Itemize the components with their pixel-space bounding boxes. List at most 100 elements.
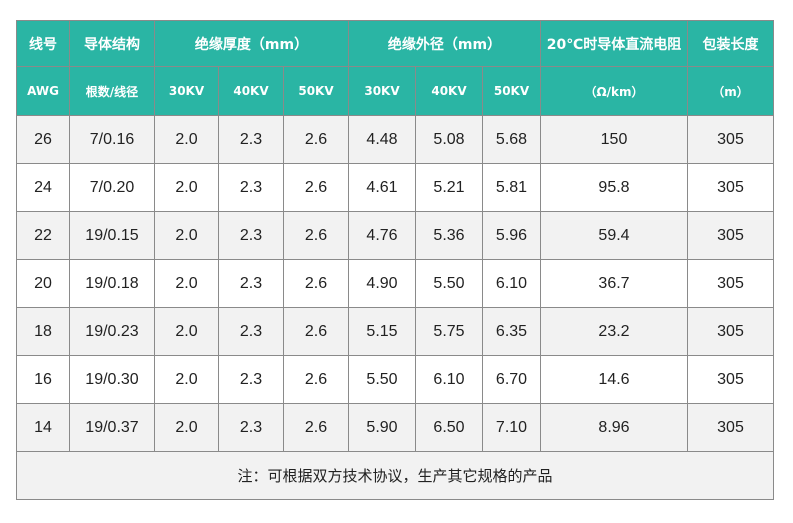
header-thickness-40kv: 40KV [218, 66, 284, 116]
cell-structure: 7/0.16 [69, 115, 155, 164]
table-body: 26 7/0.16 2.0 2.3 2.6 4.48 5.08 5.68 150 305 24 7/0… [16, 115, 774, 452]
cell-od-50kv: 5.81 [482, 163, 541, 212]
cell-thickness-30kv: 2.0 [154, 163, 219, 212]
cell-structure: 19/0.23 [69, 307, 155, 356]
table-row: 16 19/0.30 2.0 2.3 2.6 5.50 6.10 6.70 14.6 305 [16, 355, 774, 404]
table-row: 24 7/0.20 2.0 2.3 2.6 4.61 5.21 5.81 95.8 305 [16, 163, 774, 212]
cell-thickness-30kv: 2.0 [154, 403, 219, 452]
cell-thickness-50kv: 2.6 [283, 403, 349, 452]
cell-od-40kv: 6.10 [415, 355, 483, 404]
header-thickness-30kv: 30KV [154, 66, 219, 116]
cell-od-30kv: 5.15 [348, 307, 416, 356]
cell-od-40kv: 5.36 [415, 211, 483, 260]
cell-od-30kv: 5.90 [348, 403, 416, 452]
cell-od-30kv: 4.76 [348, 211, 416, 260]
cell-package-length: 305 [687, 307, 774, 356]
cell-resistance: 95.8 [540, 163, 688, 212]
cell-thickness-50kv: 2.6 [283, 355, 349, 404]
cell-od-50kv: 6.35 [482, 307, 541, 356]
cell-resistance: 23.2 [540, 307, 688, 356]
cell-awg: 18 [16, 307, 70, 356]
cell-resistance: 8.96 [540, 403, 688, 452]
table-row: 14 19/0.37 2.0 2.3 2.6 5.90 6.50 7.10 8.96 305 [16, 403, 774, 452]
table-row: 20 19/0.18 2.0 2.3 2.6 4.90 5.50 6.10 36.7 305 [16, 259, 774, 308]
cell-awg: 26 [16, 115, 70, 164]
cell-structure: 19/0.37 [69, 403, 155, 452]
cell-od-50kv: 5.96 [482, 211, 541, 260]
cell-thickness-40kv: 2.3 [218, 211, 284, 260]
cell-thickness-30kv: 2.0 [154, 355, 219, 404]
cell-thickness-50kv: 2.6 [283, 211, 349, 260]
header-thickness-50kv: 50KV [283, 66, 349, 116]
cell-thickness-40kv: 2.3 [218, 403, 284, 452]
cell-thickness-30kv: 2.0 [154, 307, 219, 356]
header-length-unit: （m） [687, 66, 774, 116]
cell-od-40kv: 5.75 [415, 307, 483, 356]
header-od-30kv: 30KV [348, 66, 416, 116]
footer-note: 注：可根据双方技术协议，生产其它规格的产品 [16, 451, 774, 500]
cell-thickness-50kv: 2.6 [283, 307, 349, 356]
header-insulation-thickness: 绝缘厚度（mm） [154, 20, 349, 67]
cell-od-40kv: 6.50 [415, 403, 483, 452]
header-resistance-unit: （Ω/km） [540, 66, 688, 116]
cell-package-length: 305 [687, 163, 774, 212]
cell-thickness-50kv: 2.6 [283, 259, 349, 308]
cell-od-30kv: 4.90 [348, 259, 416, 308]
spec-table-container: 线号 导体结构 绝缘厚度（mm） 绝缘外径（mm） 20℃时导体直流电阻 包装长… [16, 20, 774, 500]
header-row-primary: 线号 导体结构 绝缘厚度（mm） 绝缘外径（mm） 20℃时导体直流电阻 包装长… [16, 20, 774, 67]
cell-thickness-30kv: 2.0 [154, 259, 219, 308]
cable-spec-table: 线号 导体结构 绝缘厚度（mm） 绝缘外径（mm） 20℃时导体直流电阻 包装长… [16, 20, 774, 500]
cell-awg: 20 [16, 259, 70, 308]
cell-thickness-30kv: 2.0 [154, 211, 219, 260]
cell-awg: 16 [16, 355, 70, 404]
cell-thickness-50kv: 2.6 [283, 115, 349, 164]
cell-thickness-40kv: 2.3 [218, 115, 284, 164]
header-package-length: 包装长度 [687, 20, 774, 67]
cell-awg: 14 [16, 403, 70, 452]
cell-od-40kv: 5.08 [415, 115, 483, 164]
cell-resistance: 14.6 [540, 355, 688, 404]
table-row: 26 7/0.16 2.0 2.3 2.6 4.48 5.08 5.68 150 305 [16, 115, 774, 164]
cell-od-30kv: 4.48 [348, 115, 416, 164]
header-strand-diameter: 根数/线径 [69, 66, 155, 116]
header-gauge: 线号 [16, 20, 70, 67]
cell-thickness-40kv: 2.3 [218, 163, 284, 212]
cell-od-30kv: 5.50 [348, 355, 416, 404]
table-row: 22 19/0.15 2.0 2.3 2.6 4.76 5.36 5.96 59.4 305 [16, 211, 774, 260]
cell-structure: 7/0.20 [69, 163, 155, 212]
cell-resistance: 59.4 [540, 211, 688, 260]
cell-od-50kv: 7.10 [482, 403, 541, 452]
cell-awg: 22 [16, 211, 70, 260]
cell-thickness-40kv: 2.3 [218, 307, 284, 356]
cell-thickness-40kv: 2.3 [218, 259, 284, 308]
header-od-50kv: 50KV [482, 66, 541, 116]
cell-structure: 19/0.15 [69, 211, 155, 260]
cell-od-40kv: 5.21 [415, 163, 483, 212]
cell-od-50kv: 6.70 [482, 355, 541, 404]
cell-thickness-50kv: 2.6 [283, 163, 349, 212]
cell-awg: 24 [16, 163, 70, 212]
cell-package-length: 305 [687, 259, 774, 308]
table-row: 18 19/0.23 2.0 2.3 2.6 5.15 5.75 6.35 23.2 305 [16, 307, 774, 356]
cell-od-30kv: 4.61 [348, 163, 416, 212]
cell-package-length: 305 [687, 355, 774, 404]
cell-thickness-30kv: 2.0 [154, 115, 219, 164]
cell-od-40kv: 5.50 [415, 259, 483, 308]
cell-od-50kv: 5.68 [482, 115, 541, 164]
header-row-secondary: AWG 根数/线径 30KV 40KV 50KV 30KV 40KV 50KV … [16, 66, 774, 116]
header-insulation-od: 绝缘外径（mm） [348, 20, 541, 67]
cell-structure: 19/0.18 [69, 259, 155, 308]
header-awg: AWG [16, 66, 70, 116]
cell-od-50kv: 6.10 [482, 259, 541, 308]
footer-row: 注：可根据双方技术协议，生产其它规格的产品 [16, 451, 774, 500]
header-resistance: 20℃时导体直流电阻 [540, 20, 688, 67]
cell-structure: 19/0.30 [69, 355, 155, 404]
header-structure: 导体结构 [69, 20, 155, 67]
cell-resistance: 150 [540, 115, 688, 164]
cell-thickness-40kv: 2.3 [218, 355, 284, 404]
cell-resistance: 36.7 [540, 259, 688, 308]
cell-package-length: 305 [687, 211, 774, 260]
cell-package-length: 305 [687, 403, 774, 452]
cell-package-length: 305 [687, 115, 774, 164]
header-od-40kv: 40KV [415, 66, 483, 116]
